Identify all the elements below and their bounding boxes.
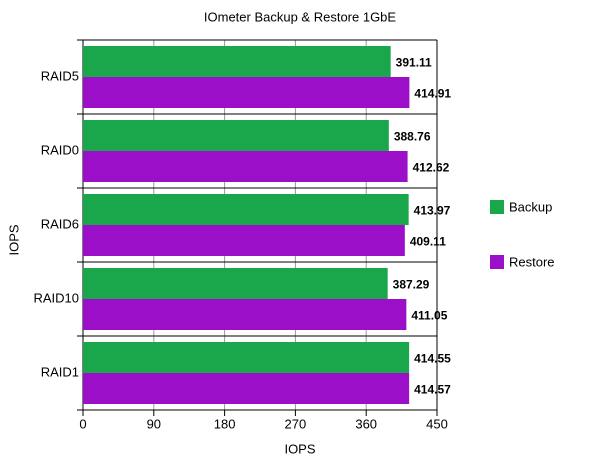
value-label: 387.29	[393, 278, 430, 292]
y-tick-label: RAID10	[33, 290, 79, 305]
legend-label: Backup	[509, 199, 552, 214]
bar	[83, 268, 388, 299]
bar	[83, 151, 408, 182]
x-tick-label: 90	[147, 416, 161, 431]
y-tick-label: RAID5	[41, 68, 79, 83]
chart-title: IOmeter Backup & Restore 1GbE	[204, 9, 397, 24]
x-tick-label: 360	[355, 416, 377, 431]
legend-swatch	[490, 255, 504, 269]
bar	[83, 77, 410, 108]
bar	[83, 225, 405, 256]
y-tick-label: RAID6	[41, 216, 79, 231]
y-axis-label: IOPS	[6, 224, 21, 255]
legend-swatch	[490, 200, 504, 214]
value-label: 414.91	[414, 87, 451, 101]
bar	[83, 120, 389, 151]
legend-label: Restore	[509, 254, 555, 269]
bar	[83, 194, 409, 225]
bar	[83, 342, 410, 373]
value-label: 413.97	[414, 204, 451, 218]
value-label: 391.11	[396, 56, 432, 70]
bar	[83, 373, 410, 404]
value-label: 414.55	[414, 352, 451, 366]
value-label: 412.62	[413, 161, 450, 175]
x-tick-label: 450	[426, 416, 448, 431]
bar	[83, 299, 407, 330]
x-tick-label: 180	[214, 416, 236, 431]
x-tick-label: 0	[79, 416, 86, 431]
bar	[83, 46, 391, 77]
value-label: 414.57	[414, 383, 451, 397]
value-label: 411.05	[411, 309, 447, 323]
y-tick-label: RAID1	[41, 364, 79, 379]
x-axis-label: IOPS	[284, 441, 315, 456]
value-label: 388.76	[394, 130, 431, 144]
value-label: 409.11	[410, 235, 446, 249]
y-tick-label: RAID0	[41, 142, 79, 157]
x-tick-label: 270	[285, 416, 307, 431]
